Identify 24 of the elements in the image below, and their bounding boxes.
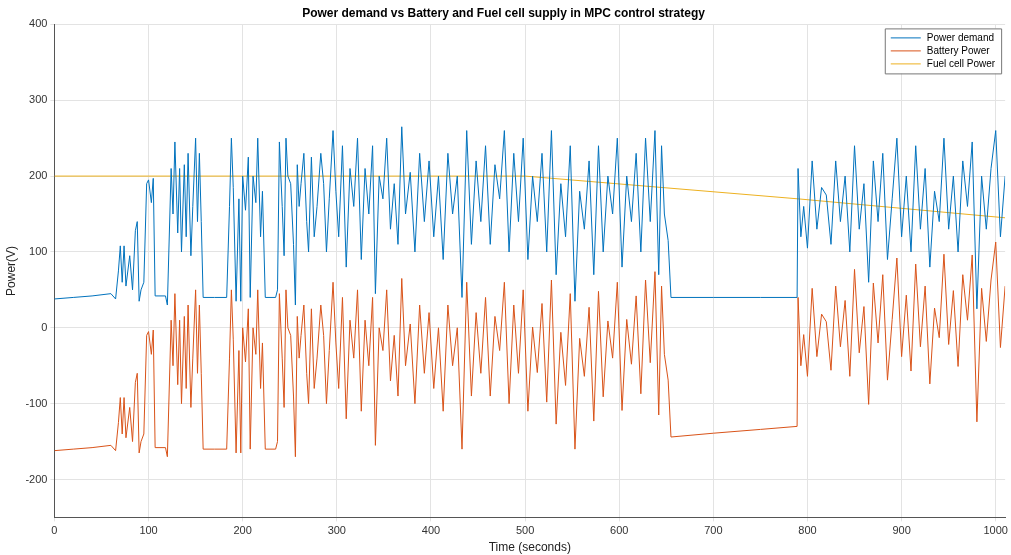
- legend-label: Battery Power: [926, 44, 991, 56]
- chart-title: Power demand vs Battery and Fuel cell supply in MPC control strategy: [302, 5, 706, 20]
- x-tick-label: 1000: [983, 524, 1008, 537]
- x-tick-label: 0: [51, 524, 58, 537]
- x-tick-label: 400: [421, 524, 441, 537]
- x-tick-label: 100: [139, 524, 158, 537]
- x-tick-label: 600: [610, 524, 629, 537]
- y-tick-label: 0: [41, 320, 48, 333]
- y-tick-label: 100: [29, 244, 48, 257]
- y-tick-label: -100: [25, 396, 48, 409]
- y-tick-label: -200: [25, 472, 48, 485]
- x-tick-label: 900: [892, 524, 911, 537]
- legend-label: Fuel cell Power: [926, 57, 996, 69]
- y-tick-label: 400: [29, 17, 48, 30]
- y-tick-label: 300: [29, 93, 48, 106]
- x-tick-label: 700: [704, 524, 723, 537]
- x-tick-label: 500: [515, 524, 535, 537]
- y-tick-label: 200: [29, 169, 48, 182]
- x-tick-label: 200: [233, 524, 252, 537]
- y-axis-title: Power(V): [3, 245, 18, 296]
- x-tick-label: 300: [327, 524, 346, 537]
- legend-label: Power demand: [926, 31, 995, 43]
- x-tick-label: 800: [798, 524, 817, 537]
- x-axis-title: Time (seconds): [488, 540, 571, 555]
